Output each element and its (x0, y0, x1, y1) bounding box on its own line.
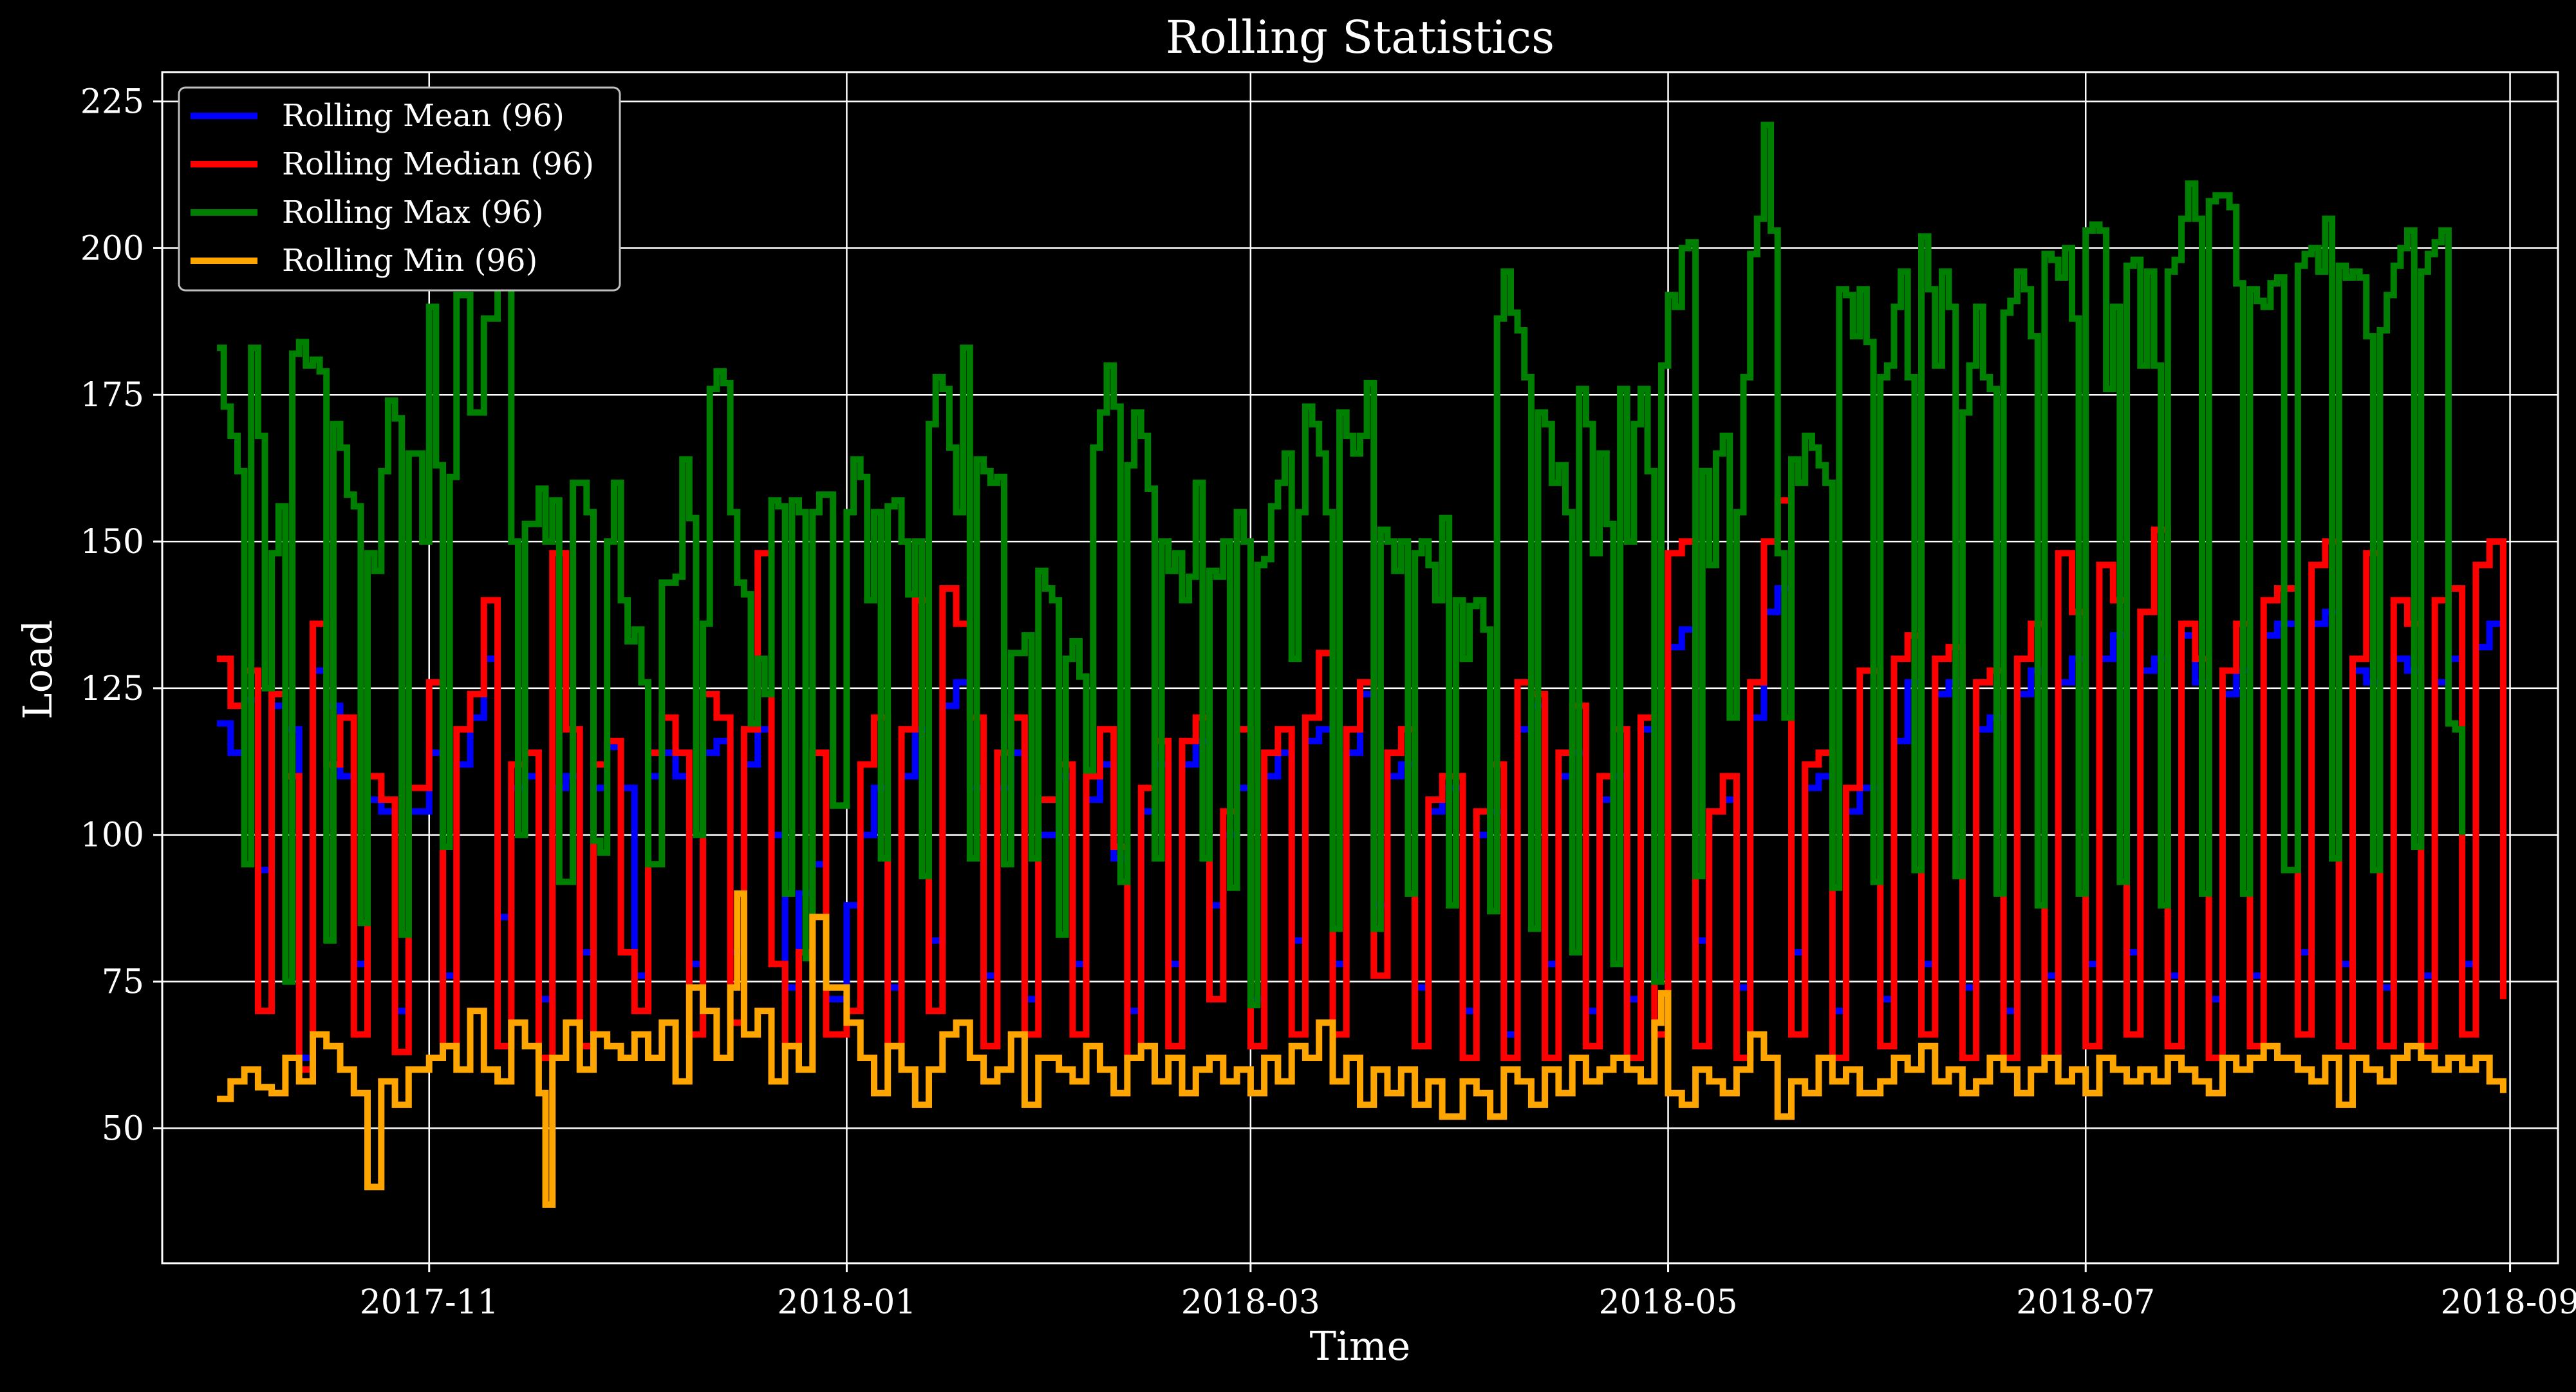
x-tick-label: 2017-11 (360, 1283, 499, 1322)
legend-label: Rolling Mean (96) (282, 98, 565, 134)
y-tick-label: 175 (80, 376, 144, 415)
y-tick-label: 75 (102, 963, 144, 1002)
legend-box (178, 86, 621, 292)
x-tick-label: 2018-09 (2441, 1283, 2576, 1322)
y-tick-label: 200 (80, 229, 144, 268)
x-tick-label: 2018-03 (1181, 1283, 1320, 1322)
x-tick-label: 2018-07 (2016, 1283, 2155, 1322)
x-tick-label: 2018-05 (1599, 1283, 1738, 1322)
legend-label: Rolling Min (96) (282, 243, 537, 279)
plot-series (217, 122, 2506, 1208)
y-tick-label: 150 (80, 523, 144, 561)
y-tick-label: 50 (102, 1109, 144, 1148)
y-tick-label: 225 (80, 83, 144, 122)
series-line-4 (217, 890, 2506, 1208)
series-line-3 (217, 122, 2466, 1008)
plot-frame (161, 71, 2559, 1265)
y-axis-label: Load (14, 619, 61, 719)
x-tick-label: 2018-01 (777, 1283, 916, 1322)
y-tick-label: 100 (80, 816, 144, 855)
y-tick-label: 125 (80, 670, 144, 708)
chart-title: Rolling Statistics (1166, 11, 1554, 64)
legend-label: Rolling Max (96) (282, 194, 544, 230)
legend-label: Rolling Median (96) (282, 146, 594, 182)
legend: Rolling Mean (96) Rolling Median (96) Roll… (178, 86, 621, 292)
axis-ticks: 50 75 100 125 150 175 200 225 2017-11 2018-01 2018… (80, 83, 2576, 1322)
x-axis-label: Time (1310, 1322, 1411, 1369)
